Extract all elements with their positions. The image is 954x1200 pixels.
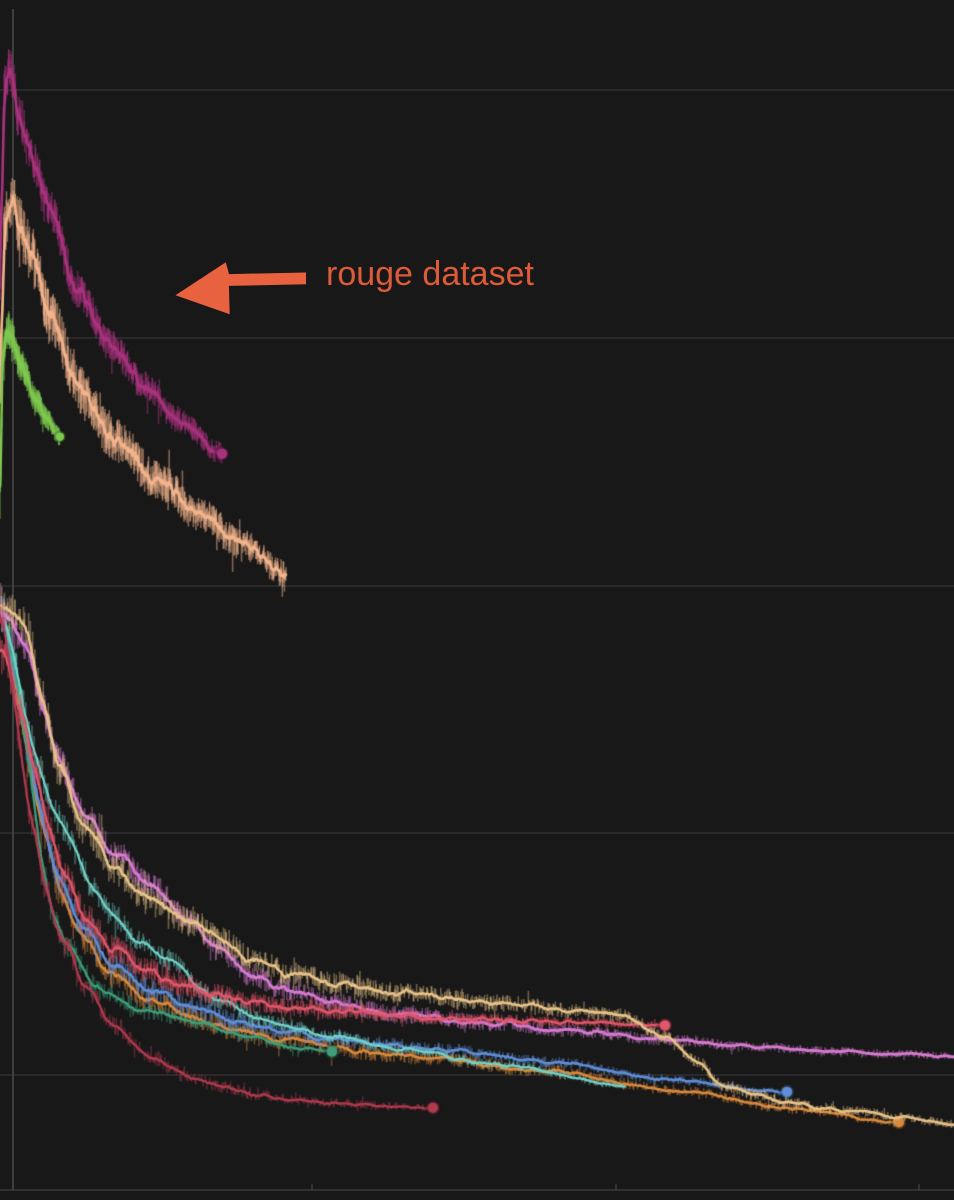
svg-text:rouge dataset: rouge dataset: [326, 255, 534, 293]
